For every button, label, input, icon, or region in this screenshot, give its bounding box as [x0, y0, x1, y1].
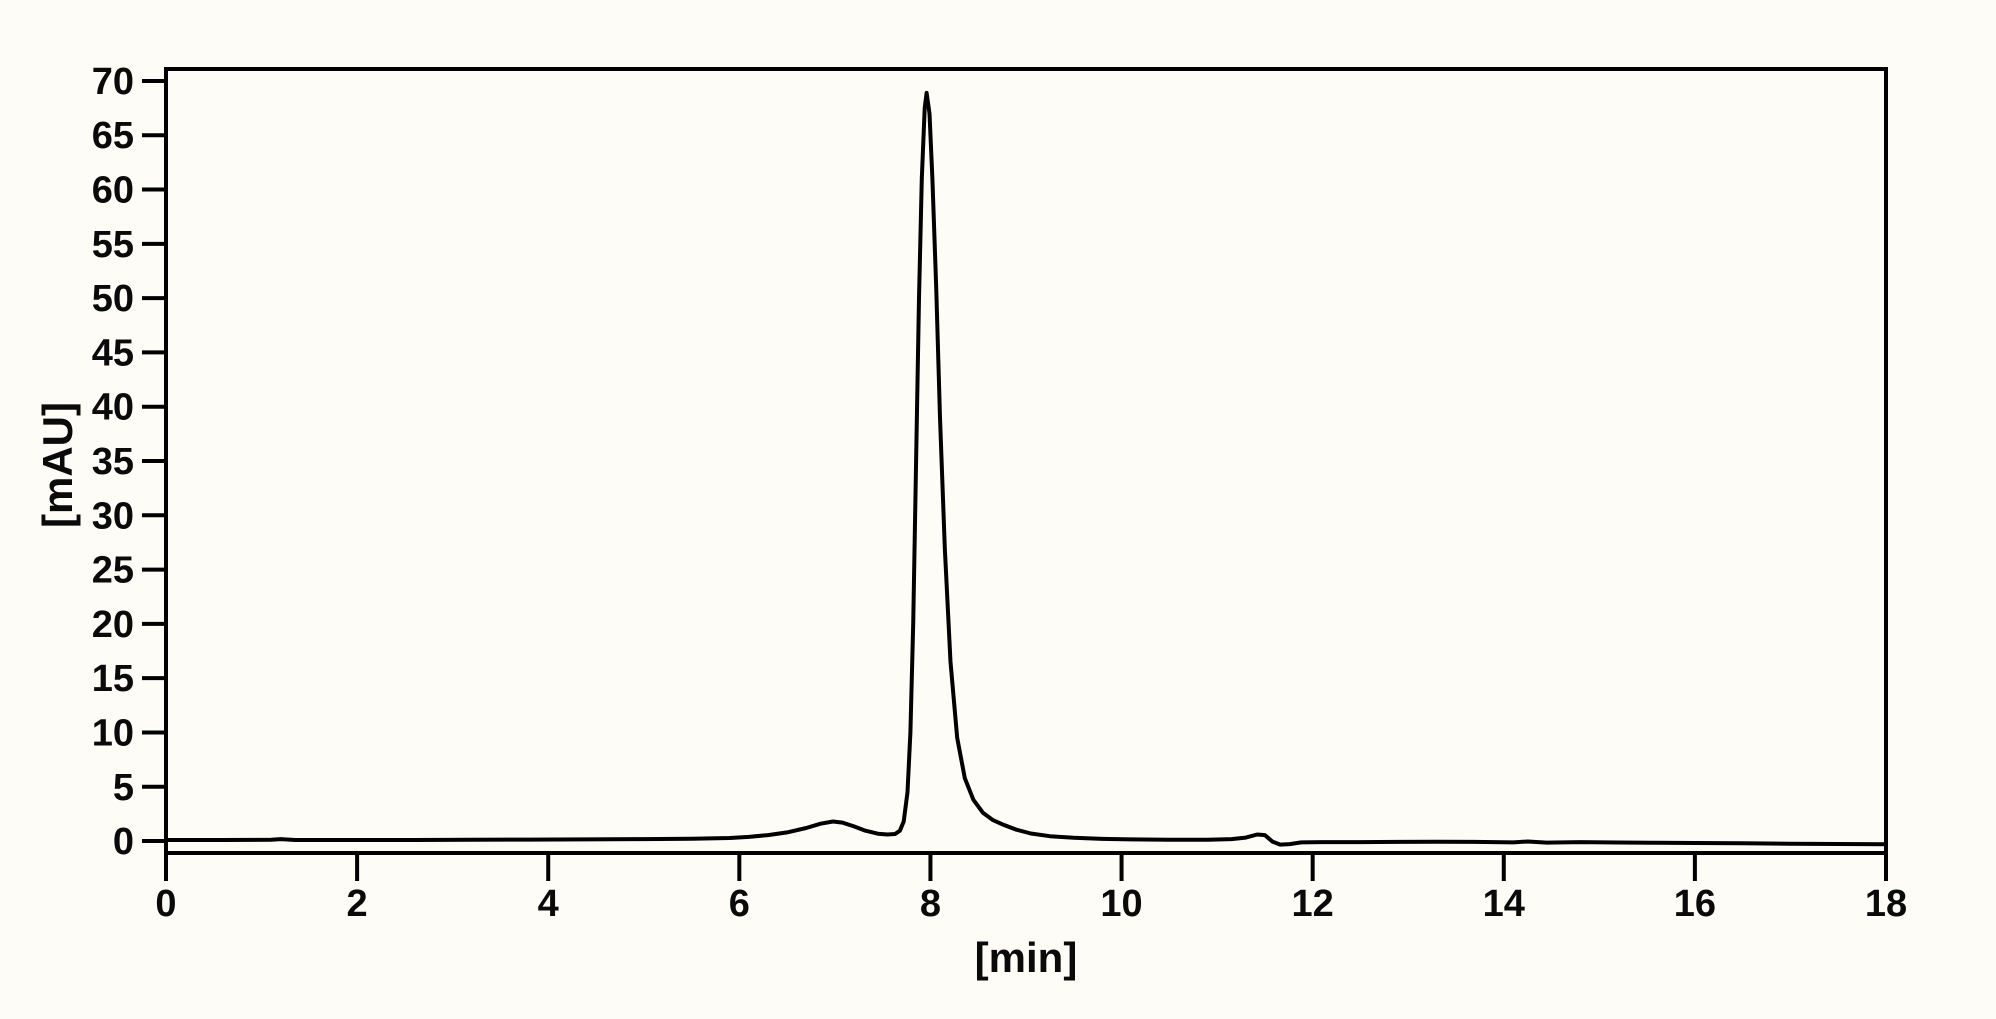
y-tick-label: 5: [113, 767, 134, 809]
y-tick-label: 60: [92, 170, 134, 212]
y-tick-label: 0: [113, 821, 134, 863]
y-tick-label: 25: [92, 550, 134, 592]
x-tick-label: 8: [920, 883, 941, 925]
y-tick-label: 10: [92, 712, 134, 754]
x-tick-label: 0: [155, 883, 176, 925]
y-axis-ticks: [142, 78, 166, 844]
x-tick-label: 4: [538, 883, 559, 925]
x-tick-label: 12: [1292, 883, 1334, 925]
y-tick-label: 50: [92, 278, 134, 320]
x-axis-tick-labels: 0 2 4 6 8 10 12 14 16 18: [155, 883, 1907, 925]
y-tick-label: 70: [92, 61, 134, 103]
plot-frame: [164, 67, 1888, 855]
y-tick-label: 45: [92, 332, 134, 374]
y-tick-label: 65: [92, 115, 134, 157]
x-axis-title: [min]: [975, 934, 1078, 981]
x-tick-label: 10: [1100, 883, 1142, 925]
x-tick-label: 16: [1674, 883, 1716, 925]
x-tick-label: 18: [1865, 883, 1907, 925]
y-tick-label: 30: [92, 495, 134, 537]
chromatogram-trace: [164, 90, 1888, 847]
y-tick-label: 20: [92, 604, 134, 646]
x-tick-label: 6: [729, 883, 750, 925]
y-axis-title: [mAU]: [34, 402, 81, 528]
y-tick-label: 15: [92, 658, 134, 700]
y-axis-tick-labels: 0 5 10 15 20 25 30 35 40 45 50 55 60 65 70: [92, 61, 134, 863]
y-tick-label: 55: [92, 224, 134, 266]
x-axis-ticks: [164, 853, 1888, 881]
y-tick-label: 40: [92, 387, 134, 429]
x-tick-label: 2: [347, 883, 368, 925]
x-tick-label: 14: [1483, 883, 1525, 925]
y-tick-label: 35: [92, 441, 134, 483]
